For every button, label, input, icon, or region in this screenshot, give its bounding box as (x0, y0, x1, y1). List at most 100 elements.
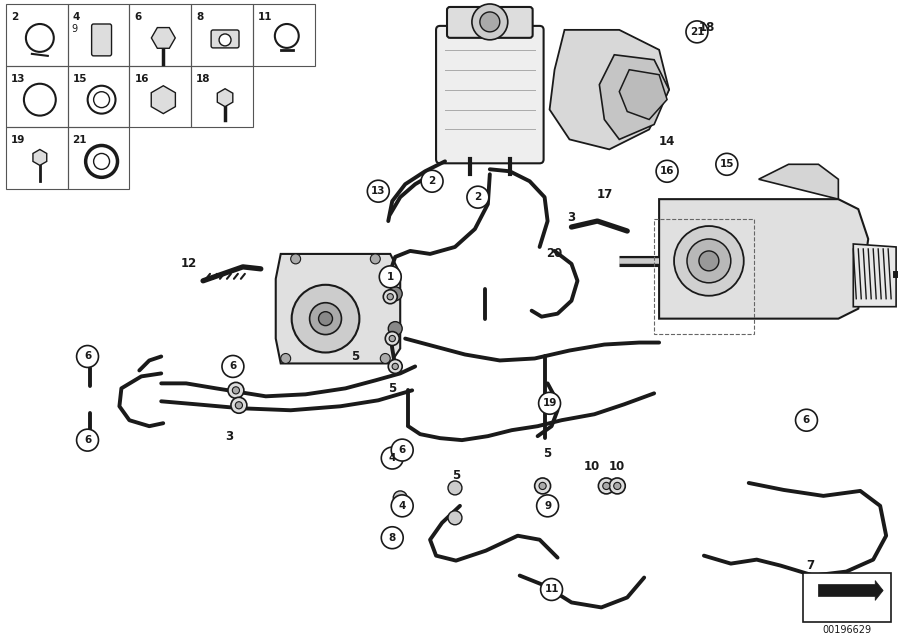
FancyBboxPatch shape (92, 24, 112, 56)
Polygon shape (275, 254, 400, 363)
Bar (68, 127, 130, 189)
FancyBboxPatch shape (447, 7, 533, 38)
Circle shape (392, 363, 399, 370)
Circle shape (448, 481, 462, 495)
Text: 9: 9 (72, 24, 77, 34)
Circle shape (392, 439, 413, 461)
Text: 4: 4 (73, 12, 80, 22)
Circle shape (598, 478, 615, 494)
Circle shape (370, 254, 381, 264)
Bar (6, 127, 67, 189)
Circle shape (686, 21, 708, 43)
Circle shape (538, 392, 561, 414)
Circle shape (385, 331, 400, 345)
Text: 10: 10 (609, 460, 626, 473)
Circle shape (421, 170, 443, 192)
Circle shape (687, 239, 731, 283)
Bar (6, 66, 67, 127)
Text: 9: 9 (544, 501, 551, 511)
Polygon shape (151, 86, 176, 114)
Circle shape (310, 303, 341, 335)
Text: 6: 6 (399, 445, 406, 455)
Polygon shape (818, 581, 883, 600)
Circle shape (541, 579, 562, 600)
Circle shape (796, 409, 817, 431)
Text: 3: 3 (567, 211, 575, 224)
Circle shape (222, 356, 244, 377)
Circle shape (382, 447, 403, 469)
Text: 5: 5 (388, 382, 396, 395)
Circle shape (535, 478, 551, 494)
Text: 10: 10 (583, 460, 599, 473)
Circle shape (292, 285, 359, 352)
Text: 18: 18 (698, 22, 716, 34)
Circle shape (656, 160, 678, 183)
Circle shape (472, 4, 508, 40)
Text: 2: 2 (474, 192, 482, 202)
Circle shape (467, 186, 489, 208)
Circle shape (388, 287, 402, 301)
Circle shape (539, 482, 546, 490)
Text: 6: 6 (84, 435, 91, 445)
Text: 11: 11 (544, 584, 559, 595)
Polygon shape (33, 149, 47, 165)
Circle shape (480, 12, 500, 32)
Circle shape (448, 511, 462, 525)
Polygon shape (550, 30, 669, 149)
Polygon shape (151, 27, 176, 48)
Text: 11: 11 (257, 12, 273, 22)
Circle shape (94, 153, 110, 169)
Circle shape (235, 402, 242, 409)
Bar (191, 66, 253, 127)
Bar (68, 4, 130, 66)
Circle shape (699, 251, 719, 271)
Bar (68, 66, 130, 127)
Text: 4: 4 (389, 453, 396, 463)
Circle shape (232, 387, 239, 394)
Circle shape (393, 491, 407, 505)
Circle shape (382, 527, 403, 549)
Text: 7: 7 (806, 559, 814, 572)
Bar (6, 4, 67, 66)
Polygon shape (599, 55, 669, 139)
Circle shape (609, 478, 626, 494)
Circle shape (291, 254, 301, 264)
Circle shape (281, 354, 291, 363)
Text: 6: 6 (84, 352, 91, 361)
Circle shape (389, 335, 395, 342)
Bar (191, 4, 253, 66)
Text: 6: 6 (230, 361, 237, 371)
Polygon shape (759, 164, 839, 199)
Bar (130, 66, 191, 127)
Polygon shape (619, 70, 667, 120)
Text: 2: 2 (428, 176, 436, 186)
Bar (253, 4, 315, 66)
Text: 6: 6 (134, 12, 141, 22)
Polygon shape (217, 89, 233, 107)
Circle shape (392, 495, 413, 517)
Circle shape (387, 294, 393, 300)
Circle shape (319, 312, 332, 326)
Text: 5: 5 (351, 350, 359, 363)
Text: 15: 15 (720, 159, 734, 169)
Text: 8: 8 (389, 533, 396, 543)
Text: 6: 6 (803, 415, 810, 425)
Text: 21: 21 (689, 27, 704, 37)
Text: 21: 21 (73, 135, 87, 146)
Text: 19: 19 (11, 135, 25, 146)
Circle shape (383, 290, 397, 304)
Text: 8: 8 (196, 12, 203, 22)
Bar (130, 4, 191, 66)
Circle shape (381, 354, 391, 363)
Text: 18: 18 (196, 74, 211, 84)
Text: 00196629: 00196629 (823, 625, 872, 635)
FancyBboxPatch shape (436, 26, 544, 163)
Text: 20: 20 (546, 247, 562, 260)
Text: 2: 2 (11, 12, 18, 22)
Text: 4: 4 (399, 501, 406, 511)
Circle shape (716, 153, 738, 176)
Circle shape (231, 398, 247, 413)
Text: 12: 12 (181, 258, 197, 270)
Circle shape (536, 495, 559, 517)
Text: 3: 3 (225, 430, 233, 443)
